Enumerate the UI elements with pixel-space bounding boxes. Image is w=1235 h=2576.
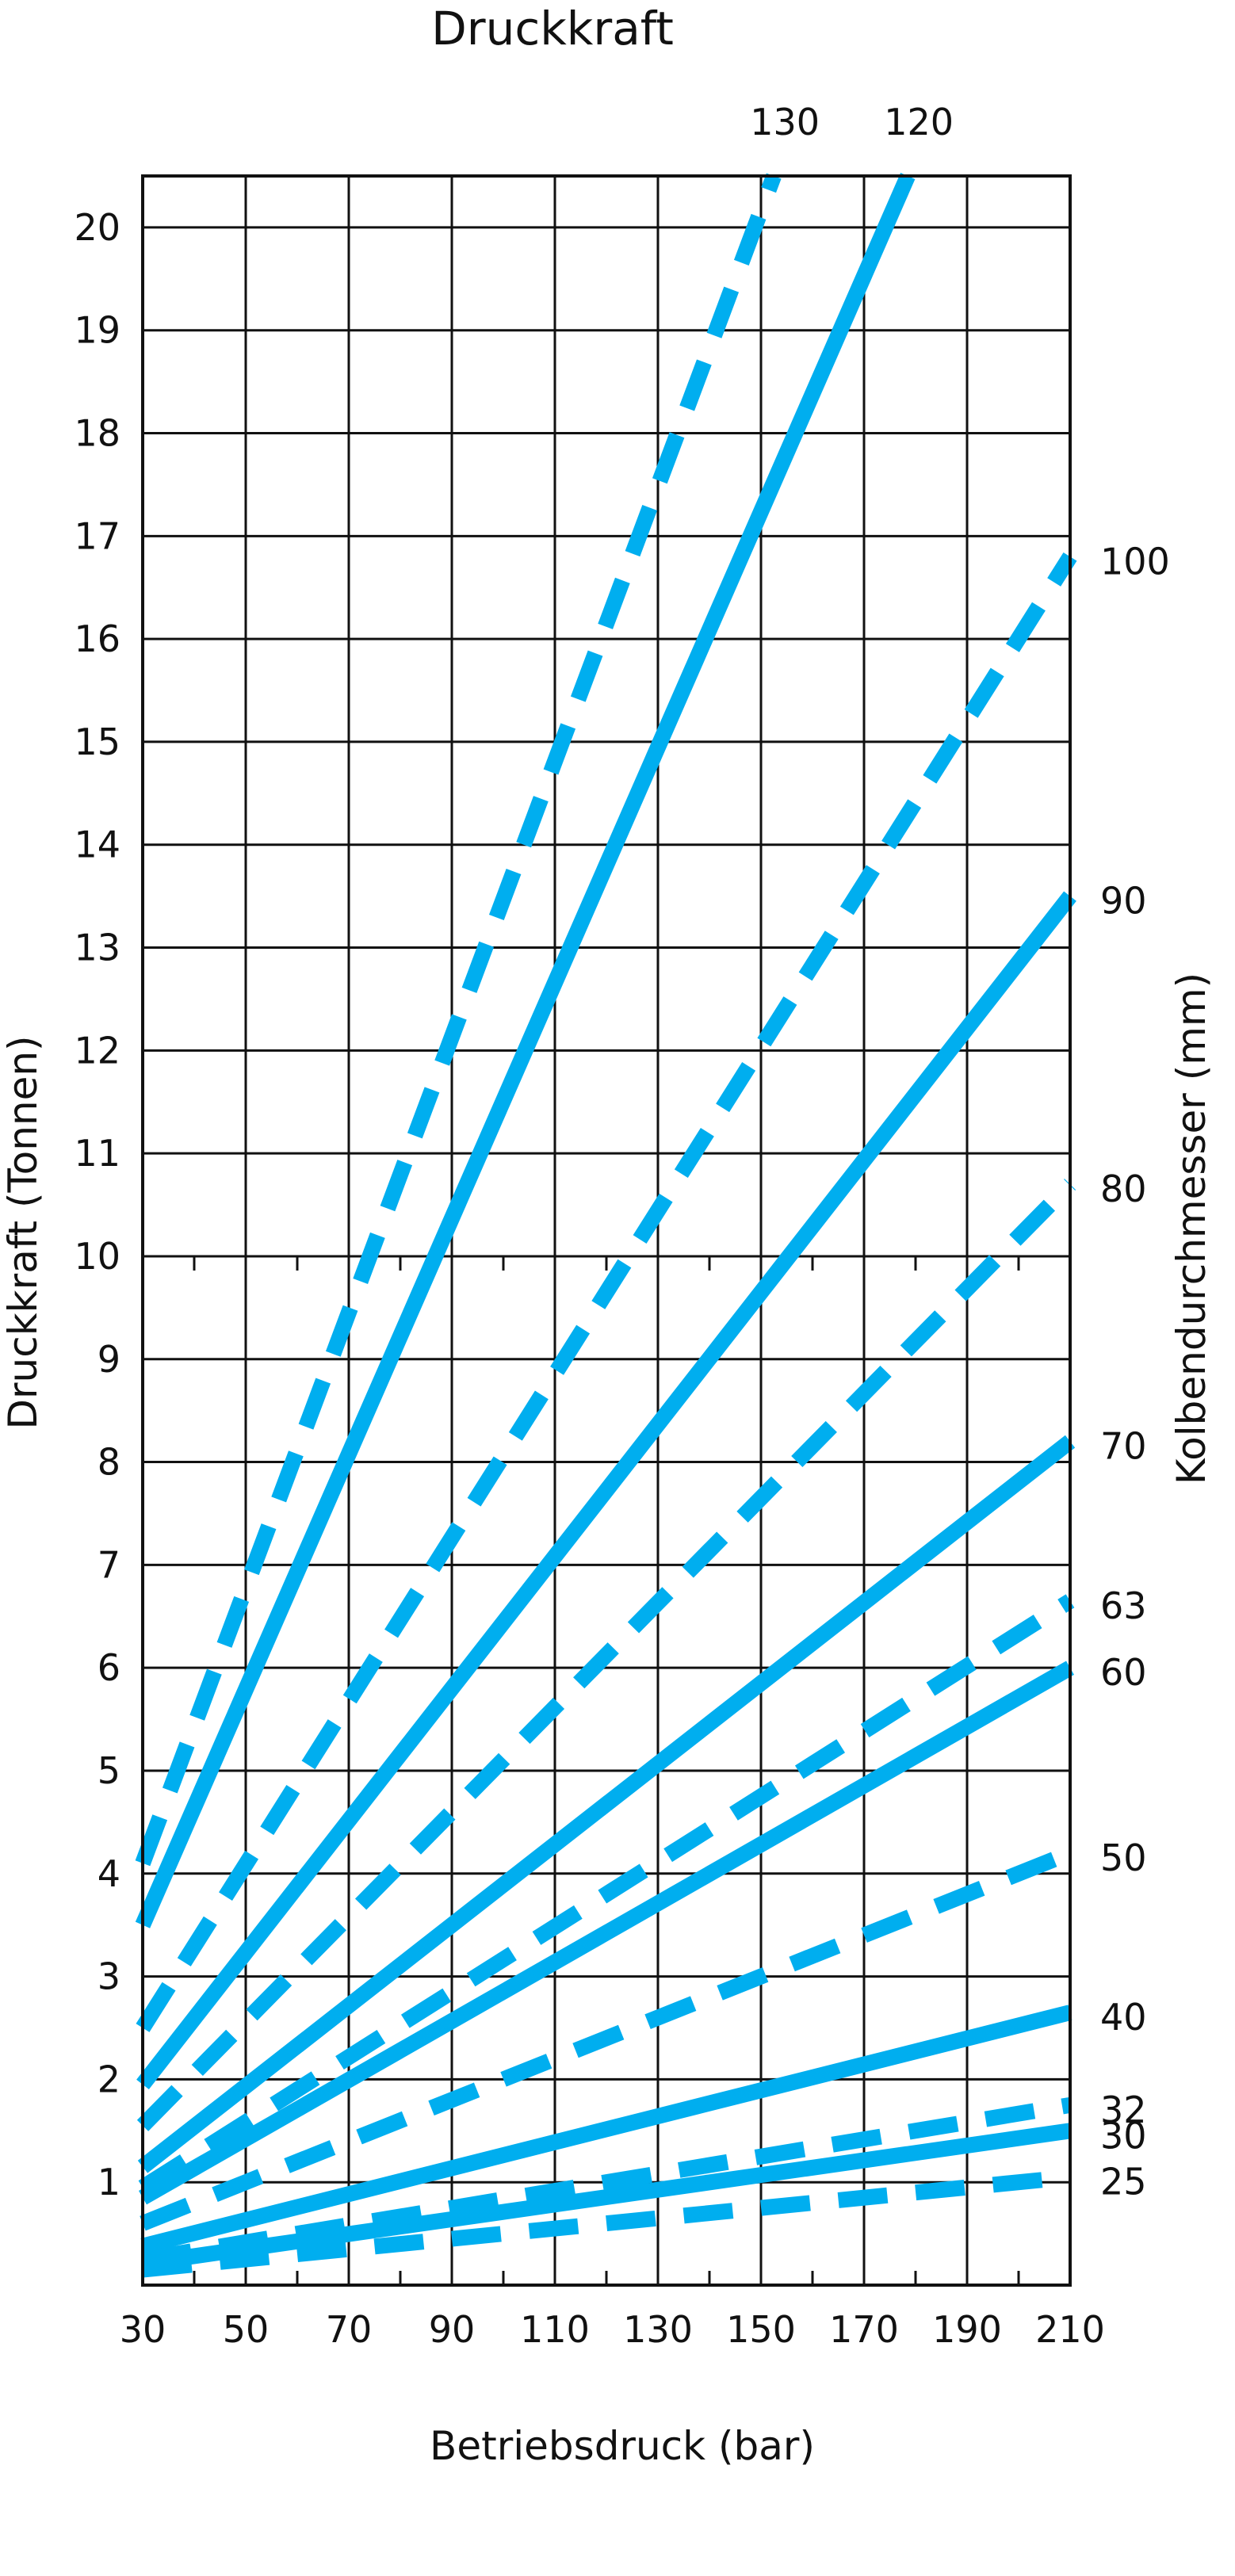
x-tick-labels: 30 50 70 90 110 130 150 170 190 210	[120, 2308, 1105, 2351]
series-label-32: 32	[1100, 2089, 1147, 2131]
y-tick-label: 18	[74, 412, 120, 455]
x-tick-label: 210	[1035, 2308, 1105, 2351]
x-tick-label: 50	[223, 2308, 270, 2351]
series-lines	[135, 172, 1077, 2278]
y-tick-label: 16	[74, 617, 120, 660]
y-tick-label: 15	[74, 720, 120, 763]
series-label-100: 100	[1100, 540, 1170, 583]
series-line-50	[140, 1845, 1073, 2231]
series-label-25: 25	[1100, 2161, 1147, 2203]
x-tick-label: 90	[429, 2308, 476, 2351]
x-axis-title: Betriebsdruck (bar)	[430, 2423, 815, 2469]
y-tick-label: 11	[74, 1132, 120, 1175]
y-tick-label: 20	[74, 206, 120, 249]
plot-frame	[141, 174, 1072, 2287]
series-line-90	[136, 891, 1076, 2090]
series-line-80	[136, 1179, 1076, 2131]
y-tick-label: 1	[98, 2161, 120, 2203]
series-line-63	[138, 1594, 1075, 2195]
y-tick-label: 4	[98, 1852, 120, 1895]
y-tick-label: 2	[98, 2058, 120, 2100]
series-label-70: 70	[1100, 1425, 1147, 1468]
y-tick-label: 10	[74, 1235, 120, 1278]
series-line-120	[135, 172, 916, 1928]
y2-axis-title: Kolbendurchmesser (mm)	[1168, 973, 1214, 1485]
y-tick-label: 7	[98, 1543, 120, 1586]
minor-ticks	[193, 1256, 1020, 2285]
series-label-60: 60	[1100, 1651, 1147, 1694]
grid	[143, 176, 1070, 2285]
series-line-40	[140, 2005, 1072, 2254]
series-line-130	[135, 173, 782, 1867]
series-label-30: 30	[1100, 2114, 1147, 2157]
x-tick-label: 170	[829, 2308, 899, 2351]
x-tick-label: 190	[932, 2308, 1002, 2351]
x-tick-label: 150	[726, 2308, 796, 2351]
x-tick-label: 70	[326, 2308, 373, 2351]
x-tick-label: 110	[520, 2308, 590, 2351]
y-tick-label: 9	[98, 1338, 120, 1381]
series-label-63: 63	[1100, 1584, 1147, 1627]
y-tick-label: 14	[74, 824, 120, 866]
series-label-120: 120	[884, 101, 954, 143]
y-axis-title: Druckkraft (Tonnen)	[0, 1035, 46, 1429]
y-tick-label: 3	[98, 1955, 120, 1998]
chart-title: Druckkraft	[431, 2, 674, 55]
y-tick-label: 12	[74, 1029, 120, 1072]
series-label-130: 130	[750, 101, 820, 143]
y-tick-label: 17	[74, 514, 120, 557]
series-line-100	[136, 552, 1077, 2032]
y-tick-label: 13	[74, 927, 120, 969]
series-label-40: 40	[1100, 1996, 1147, 2039]
y-tick-label: 19	[74, 309, 120, 352]
y-tick-label: 8	[98, 1441, 120, 1484]
series-label-90: 90	[1100, 880, 1147, 923]
x-tick-label: 30	[120, 2308, 166, 2351]
series-label-50: 50	[1100, 1836, 1147, 1879]
y-tick-label: 5	[98, 1749, 120, 1792]
series-line-30	[141, 2123, 1072, 2272]
y-tick-label: 6	[98, 1646, 120, 1689]
series-line-60	[139, 1661, 1074, 2205]
series-label-80: 80	[1100, 1168, 1147, 1210]
x-tick-label: 130	[623, 2308, 693, 2351]
series-line-70	[137, 1435, 1076, 2173]
